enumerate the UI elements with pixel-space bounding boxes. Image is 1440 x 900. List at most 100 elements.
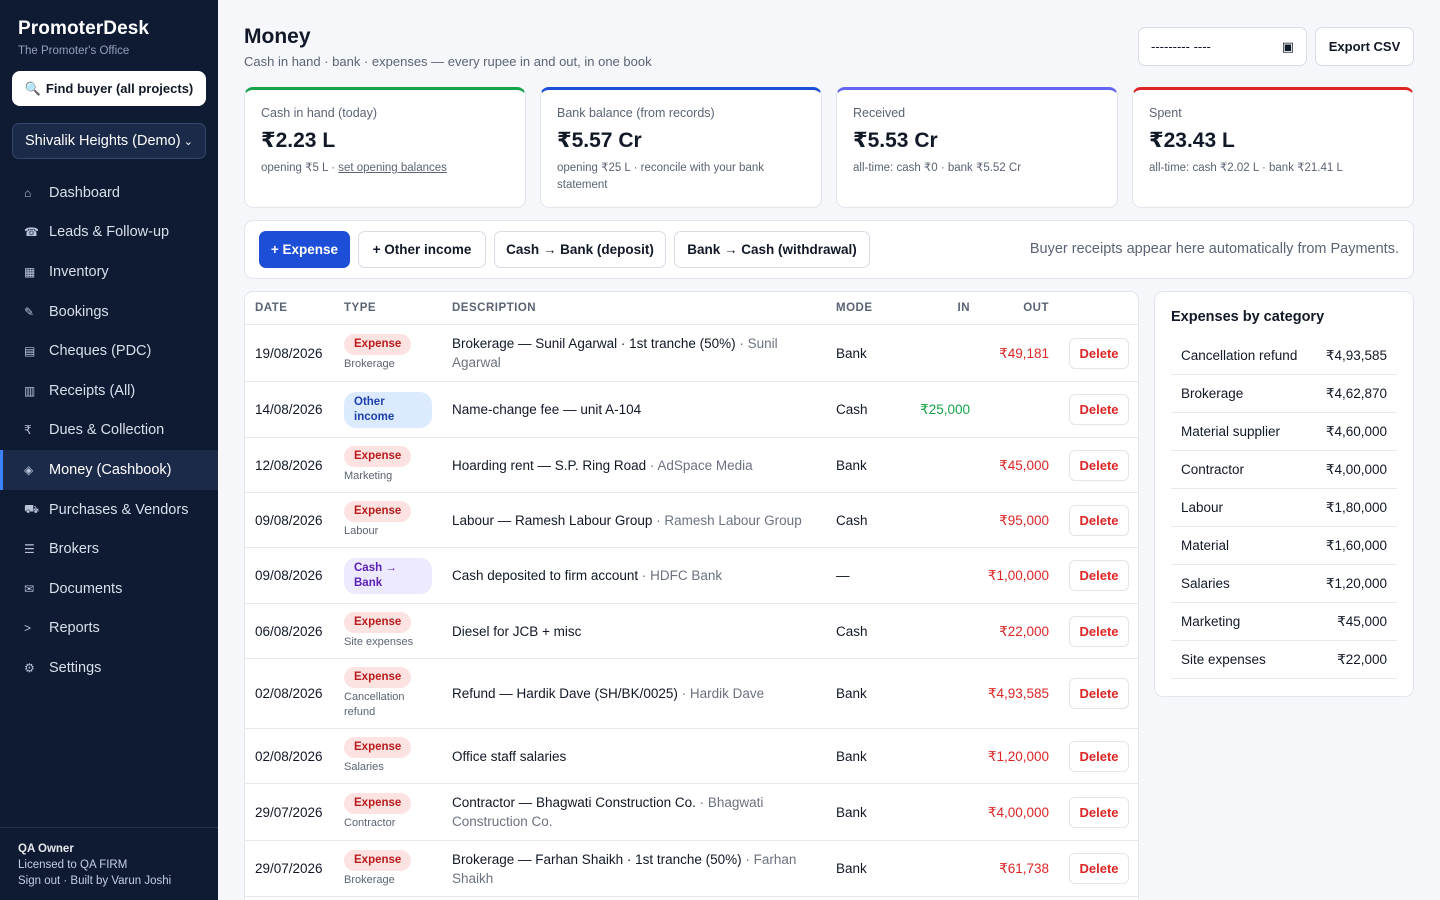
bank-balance-card: Bank balance (from records) ₹5.57 Cr openi… [540,87,822,208]
sidebar-item-settings[interactable]: ⚙ Settings [0,648,218,688]
row-out-amount: ₹61,738 [999,861,1049,876]
row-type: Expense Labour [344,501,434,539]
row-description: Brokerage — Sunil Agarwal · 1st tranche … [452,334,817,372]
row-category: Salaries [344,761,384,773]
bank-to-cash-button[interactable]: Bank → Cash (withdrawal) [674,231,870,268]
header-type[interactable]: TYPE [344,302,377,314]
page-title: Money [244,25,311,48]
delete-button[interactable]: Delete [1069,678,1129,709]
cash-to-bank-button[interactable]: Cash → Bank (deposit) [494,231,666,268]
row-description: Refund — Hardik Dave (SH/BK/0025) · Hard… [452,684,817,703]
find-buyer-button[interactable]: 🔍 Find buyer (all projects) [12,71,206,106]
sidebar-item-label: Money (Cashbook) [49,461,172,478]
card-note-text: all-time: cash ₹0 · bank ₹5.52 Cr [853,162,1022,174]
row-out-amount: ₹4,93,585 [987,686,1049,701]
sidebar-item-dues-collection[interactable]: ₹ Dues & Collection [0,411,218,451]
row-mode: Bank [836,686,867,701]
sidebar-item-inventory[interactable]: ▦ Inventory [0,252,218,292]
delete-button[interactable]: Delete [1069,796,1129,828]
table-row: 02/08/2026 Expense Salaries Office staff sa… [245,729,1138,784]
sidebar-item-receipts-all[interactable]: ▥ Receipts (All) [0,371,218,411]
list-icon: ☰ [24,542,35,557]
row-date: 06/08/2026 [255,623,323,639]
description-text: Brokerage — Sunil Agarwal · 1st tranche … [452,336,736,351]
sidebar-item-brokers[interactable]: ☰ Brokers [0,529,218,569]
sidebar-item-label: Brokers [49,541,99,558]
license-text: Licensed to QA FIRM [18,859,128,871]
date-filter-input[interactable]: --------- ---- ▣ [1138,27,1307,66]
sidebar-item-label: Dashboard [49,184,120,201]
header-mode[interactable]: MODE [836,302,873,314]
row-mode: Bank [836,457,867,473]
sidebar-item-label: Dues & Collection [49,422,165,439]
sidebar-nav: ⌂ Dashboard ☎ Leads & Follow-up ▦ Inventory ✎ B… [0,173,218,688]
row-mode: Cash [836,512,868,528]
action-bar: + Expense + Other income Cash → Bank (de… [244,220,1414,279]
party-separator: · [646,457,658,473]
export-csv-button[interactable]: Export CSV [1315,27,1414,66]
table-row: 09/08/2026 Expense Labour Labour — Ramesh L… [245,493,1138,548]
header-out[interactable]: OUT [1023,302,1049,314]
sidebar-item-dashboard[interactable]: ⌂ Dashboard [0,173,218,213]
card-note-text: opening ₹5 L · [261,162,339,174]
sidebar-item-purchases-vendors[interactable]: ⛟ Purchases & Vendors [0,490,218,530]
row-date: 02/08/2026 [255,686,323,701]
sidebar-item-leads-follow-up[interactable]: ☎ Leads & Follow-up [0,213,218,253]
chart-icon: ˃ [24,621,32,636]
description-text: Cash deposited to firm account [452,568,639,583]
category-amount: ₹1,60,000 [1325,537,1387,553]
delete-button[interactable]: Delete [1069,394,1129,425]
card-label: Spent [1149,106,1182,120]
add-other-income-button[interactable]: + Other income [358,231,486,268]
party-name: Bhagwati Construction Co. [452,795,764,829]
rupee-icon: ₹ [24,423,32,438]
sidebar-item-label: Purchases & Vendors [49,501,189,518]
card-note: all-time: cash ₹2.02 L · bank ₹21.41 L [1149,160,1397,177]
row-date: 29/07/2026 [255,804,323,820]
row-out-amount: ₹95,000 [999,512,1049,528]
sidebar-item-cheques-pdc[interactable]: ▤ Cheques (PDC) [0,331,218,371]
row-mode: Bank [836,345,867,361]
row-type: Expense Site expenses [344,612,434,650]
header-in[interactable]: IN [957,302,970,314]
add-expense-button[interactable]: + Expense [259,231,350,268]
delete-button[interactable]: Delete [1069,504,1129,536]
row-description: Name-change fee — unit A-104 [452,400,817,419]
row-mode: Bank [836,748,867,764]
sidebar-item-reports[interactable]: ˃ Reports [0,609,218,649]
delete-button[interactable]: Delete [1069,615,1129,647]
delete-button[interactable]: Delete [1069,560,1129,591]
calendar-icon[interactable]: ▣ [1281,38,1294,54]
set-opening-balances-link[interactable]: set opening balances [338,162,447,174]
project-select[interactable]: Shivalik Heights (Demo) ⌄ [12,123,206,159]
card-label: Cash in hand (today) [261,106,378,120]
row-type: Expense Contractor [344,793,434,831]
sidebar-item-money-cashbook[interactable]: ◈ Money (Cashbook) [0,450,218,490]
sign-out-link[interactable]: Sign out · Built by Varun Joshi [18,875,172,887]
party-name: Farhan Shaikh [452,851,797,886]
sidebar-item-bookings[interactable]: ✎ Bookings [0,292,218,332]
row-date: 14/08/2026 [255,402,323,417]
party-separator: · [735,336,748,351]
delete-button[interactable]: Delete [1069,853,1129,884]
buyer-receipts-hint: Buyer receipts appear here automatically… [1029,241,1399,257]
row-out-amount: ₹1,00,000 [987,568,1049,583]
delete-button[interactable]: Delete [1069,449,1129,481]
row-out-amount: ₹22,000 [999,623,1049,639]
party-separator: · [741,851,754,867]
expenses-by-category-panel: Expenses by category Cancellation refund… [1154,291,1414,697]
header-description[interactable]: DESCRIPTION [452,302,537,314]
description-text: Refund — Hardik Dave (SH/BK/0025) [452,686,678,701]
category-name: Material [1181,538,1230,553]
delete-button[interactable]: Delete [1069,740,1129,772]
card-note: opening ₹25 L · reconcile with your bank… [557,160,805,194]
sidebar-item-documents[interactable]: ✉ Documents [0,569,218,609]
category-panel-title: Expenses by category [1171,309,1325,325]
row-description: Cash deposited to firm account · HDFC Ba… [452,566,817,585]
owner-name: QA Owner [18,843,74,855]
header-date[interactable]: DATE [255,302,288,314]
row-out-amount: ₹1,20,000 [987,748,1049,764]
phone-icon: ☎ [24,225,39,240]
card-value: ₹5.53 Cr [853,129,938,152]
delete-button[interactable]: Delete [1069,337,1129,369]
